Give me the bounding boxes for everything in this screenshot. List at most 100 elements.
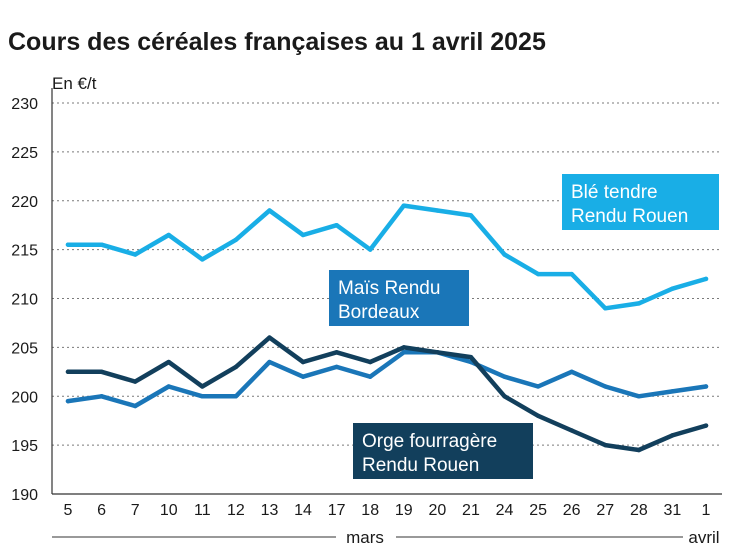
data-point: [166, 232, 171, 238]
data-point: [200, 257, 205, 262]
y-tick-label: 230: [11, 96, 38, 113]
data-point: [65, 369, 71, 375]
data-point: [166, 359, 171, 365]
data-point: [166, 384, 171, 389]
x-tick-label: 25: [529, 502, 547, 519]
data-point: [435, 350, 440, 355]
y-tick-label: 205: [11, 340, 38, 357]
x-axis-ticks: 5 6 7 10 11 12 13 14 17 18 19 20 21 24 25 26 27 28 31 1: [64, 502, 711, 519]
data-point: [502, 252, 507, 257]
data-point: [636, 447, 642, 453]
data-point: [368, 374, 373, 379]
data-point: [233, 237, 239, 243]
label-mais-box: [329, 270, 469, 326]
month-label-mars: mars: [346, 528, 384, 547]
data-point: [300, 374, 306, 379]
data-point: [670, 389, 675, 394]
data-point: [670, 286, 675, 291]
x-tick-label: 24: [496, 502, 514, 519]
data-point: [132, 379, 138, 384]
data-point: [300, 232, 306, 238]
data-point: [670, 433, 675, 438]
data-point: [267, 208, 272, 213]
label-ble-tendre-line2: Rendu Rouen: [571, 206, 688, 227]
label-ble-tendre-box: [562, 174, 719, 230]
x-tick-label: 28: [630, 502, 648, 519]
data-point: [603, 384, 608, 389]
data-point: [233, 364, 239, 370]
data-point: [65, 242, 71, 247]
series-line-0: [65, 203, 709, 311]
data-point: [99, 394, 104, 399]
gridlines: [51, 88, 722, 495]
label-orge-line2: Rendu Rouen: [362, 455, 479, 476]
label-ble-tendre: Blé tendre Rendu Rouen: [562, 174, 719, 230]
data-point: [300, 359, 306, 365]
y-tick-label: 220: [11, 194, 38, 211]
label-mais: Maïs Rendu Bordeaux: [329, 270, 469, 326]
data-point: [334, 364, 339, 370]
x-tick-label: 19: [395, 502, 413, 519]
series-line-1: [65, 350, 709, 409]
data-point: [703, 276, 709, 282]
y-tick-label: 215: [11, 243, 38, 260]
data-point: [703, 423, 709, 428]
x-tick-label: 26: [563, 502, 581, 519]
data-point: [99, 242, 104, 247]
data-point: [200, 394, 205, 399]
data-point: [468, 213, 474, 218]
y-tick-label: 225: [11, 145, 38, 162]
y-axis-ticks: 190 195 200 205 210 215 220 225 230: [11, 96, 38, 504]
label-ble-tendre-line1: Blé tendre: [571, 182, 658, 203]
y-tick-label: 190: [11, 487, 38, 504]
label-orge-line1: Orge fourragère: [362, 431, 497, 452]
x-tick-label: 13: [261, 502, 279, 519]
y-axis-unit: En €/t: [52, 74, 97, 93]
data-point: [368, 247, 373, 252]
x-tick-label: 17: [328, 502, 346, 519]
x-tick-label: 7: [131, 502, 140, 519]
data-point: [535, 413, 541, 418]
series-line-2: [65, 335, 709, 453]
data-point: [535, 271, 541, 277]
label-mais-line2: Bordeaux: [338, 302, 420, 323]
data-point: [603, 306, 608, 311]
data-point: [569, 428, 574, 433]
data-point: [569, 271, 574, 277]
data-point: [334, 222, 339, 228]
label-orge: Orge fourragère Rendu Rouen: [353, 423, 533, 479]
chart-title: Cours des céréales françaises au 1 avril…: [8, 28, 546, 56]
x-tick-label: 20: [428, 502, 446, 519]
series-labels: Blé tendre Rendu Rouen Maïs Rendu Bordea…: [329, 174, 719, 479]
data-point: [535, 384, 541, 389]
x-tick-label: 12: [227, 502, 245, 519]
x-tick-label: 1: [702, 502, 711, 519]
x-tick-label: 31: [664, 502, 682, 519]
x-tick-label: 27: [596, 502, 614, 519]
x-tick-label: 14: [294, 502, 312, 519]
label-mais-line1: Maïs Rendu: [338, 278, 440, 299]
data-point: [132, 403, 138, 409]
data-point: [603, 442, 608, 448]
data-point: [703, 384, 709, 389]
x-tick-label: 5: [64, 502, 73, 519]
series-lines: [65, 203, 709, 453]
data-point: [334, 350, 339, 355]
data-point: [401, 350, 406, 355]
data-point: [368, 359, 373, 365]
data-point: [200, 384, 205, 389]
y-tick-label: 195: [11, 438, 38, 455]
data-point: [502, 394, 507, 399]
data-point: [435, 208, 440, 213]
data-point: [636, 394, 642, 399]
data-point: [65, 398, 71, 404]
month-axis: mars avril: [52, 528, 720, 547]
data-point: [502, 374, 507, 379]
data-point: [267, 359, 272, 365]
data-point: [401, 203, 406, 208]
y-tick-label: 200: [11, 389, 38, 406]
data-point: [132, 252, 138, 257]
x-tick-label: 6: [97, 502, 106, 519]
x-tick-label: 11: [194, 502, 211, 519]
